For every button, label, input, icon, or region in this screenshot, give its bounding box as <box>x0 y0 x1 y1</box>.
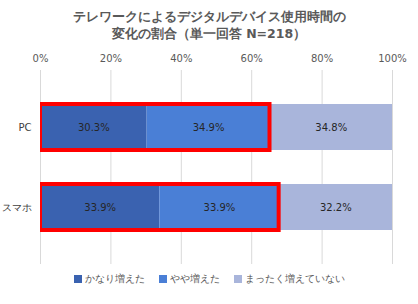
svg-text:60%: 60% <box>241 53 263 64</box>
svg-text:30.3%: 30.3% <box>78 122 110 133</box>
svg-text:20%: 20% <box>100 53 122 64</box>
svg-text:80%: 80% <box>311 53 333 64</box>
svg-text:33.9%: 33.9% <box>204 202 236 213</box>
svg-text:PC: PC <box>18 122 31 133</box>
svg-text:32.2%: 32.2% <box>320 202 352 213</box>
html-text:かなり増えた: かなり増えた <box>84 273 145 284</box>
html-text:まったく増えていない: まったく増えていない <box>244 273 345 284</box>
svg-text:40%: 40% <box>170 53 192 64</box>
svg-text:スマホ: スマホ <box>2 202 32 213</box>
svg-text:0%: 0% <box>33 53 49 64</box>
svg-text:34.9%: 34.9% <box>193 122 225 133</box>
svg-text:33.9%: 33.9% <box>84 202 116 213</box>
svg-text:100%: 100% <box>378 53 407 64</box>
html-text:テレワークによるデジタルデバイス使用時間の 変化の割合（単一: テレワークによるデジタルデバイス使用時間の 変化の割合（単一回答 N=218） <box>72 9 346 41</box>
svg-text:34.8%: 34.8% <box>315 122 347 133</box>
html-text:やや増えた: やや増えた <box>169 273 220 284</box>
